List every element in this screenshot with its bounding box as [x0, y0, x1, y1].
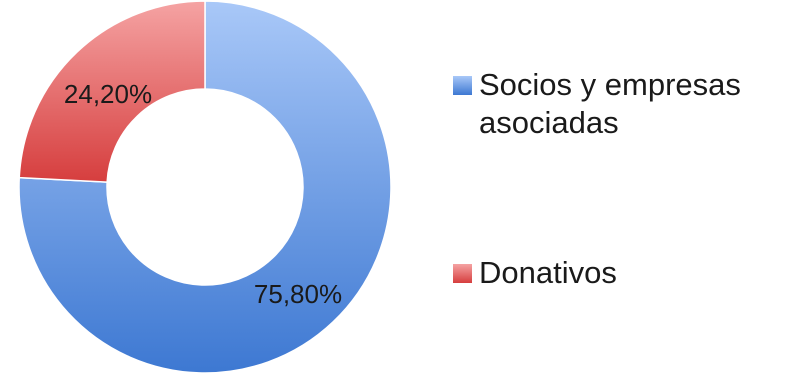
donut-slice-socios [18, 0, 392, 374]
donut-slice-donativos [18, 0, 206, 183]
legend-item-socios: Socios y empresas asociadas [453, 66, 779, 142]
legend-swatch-donativos [453, 264, 472, 283]
data-label-donativos: 24,20% [64, 79, 152, 109]
data-label-socios: 75,80% [254, 279, 342, 309]
legend-label-socios: Socios y empresas asociadas [479, 67, 741, 140]
legend-swatch-socios [453, 76, 472, 95]
legend-item-donativos: Donativos [453, 254, 779, 292]
legend-label-donativos: Donativos [479, 255, 617, 290]
